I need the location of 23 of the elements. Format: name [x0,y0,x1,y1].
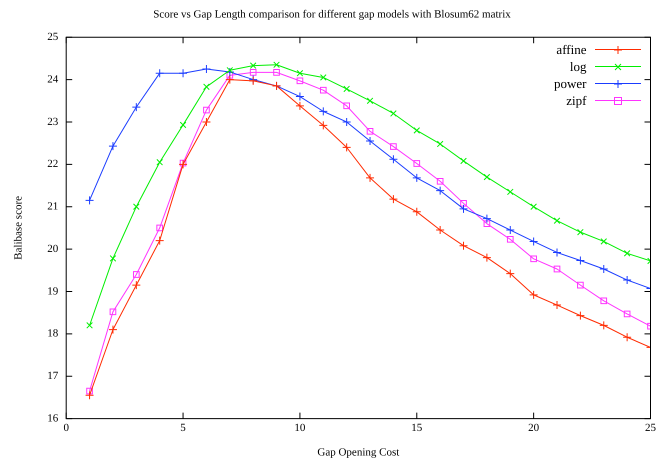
legend-label: power [554,76,586,92]
x-tick-label: 15 [411,422,423,434]
x-tick-label: 5 [180,422,186,434]
y-tick-label: 16 [47,412,59,424]
y-tick-label: 20 [47,242,59,255]
x-tick-label: 10 [294,422,306,434]
y-tick-label: 22 [47,158,58,170]
x-tick-label: 25 [645,422,656,434]
legend-label: affine [556,42,586,58]
legend-label: zipf [566,92,586,109]
y-tick-label: 23 [47,116,59,128]
y-axis-title: Balibase score [12,196,24,260]
y-tick-label: 19 [47,285,59,298]
x-tick-label: 20 [528,422,540,434]
x-axis-title: Gap Opening Cost [317,446,400,458]
x-tick-label: 0 [63,422,70,434]
y-tick-label: 21 [47,200,58,213]
y-tick-label: 25 [47,31,59,44]
y-tick-label: 18 [47,328,59,340]
legend-label: log [570,58,586,75]
chart-title: Score vs Gap Length comparison for different gap models with Blosum62 matrix [153,8,512,20]
y-tick-label: 17 [47,370,59,382]
y-tick-label: 24 [47,73,59,86]
